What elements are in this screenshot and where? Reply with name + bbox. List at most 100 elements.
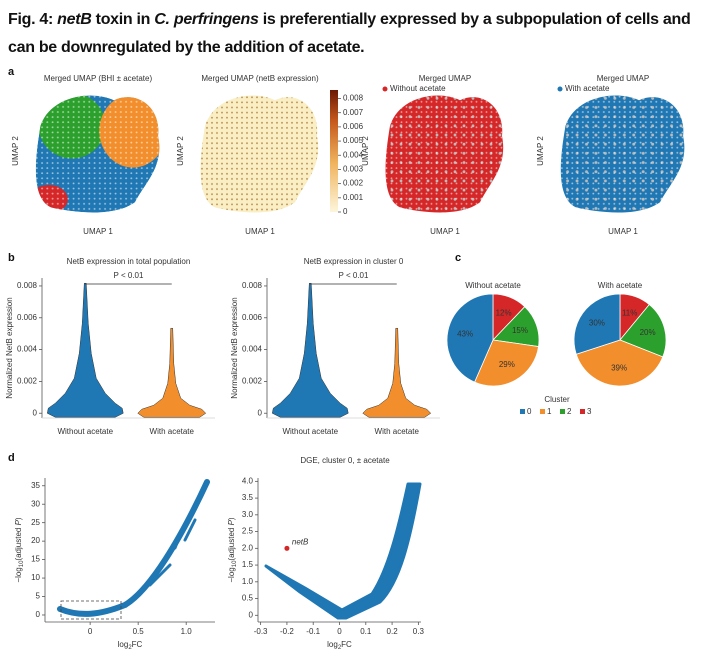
y-tick-label: 0.008 [242, 281, 263, 290]
y-axis-label: Normalized NetB expression [5, 297, 14, 398]
pie-slice [474, 339, 539, 387]
x-tick-label: With acetate [375, 427, 420, 436]
pie-title: With acetate [598, 281, 643, 290]
highlight-label: netB [292, 537, 309, 546]
y-tick-label: 0.006 [17, 313, 38, 322]
panel-letter: a [8, 66, 15, 78]
legend-label: 2 [567, 407, 572, 416]
colorbar [330, 90, 338, 212]
umap-title: Merged UMAP (netB expression) [201, 74, 319, 83]
pie-label: 15% [512, 326, 528, 335]
legend-swatch [540, 409, 545, 414]
plot-title: NetB expression in total population [67, 257, 191, 266]
colorbar-tick-label: 0.001 [343, 193, 364, 202]
y-axis-label: −log10(adjusted P) [227, 517, 237, 583]
umap-title: Merged UMAP [597, 74, 649, 83]
title-text: C. perfringens [154, 11, 259, 28]
x-axis-label: UMAP 1 [608, 227, 638, 236]
x-tick-label: Without acetate [57, 427, 113, 436]
label-part: 2 [338, 645, 342, 651]
colorbar-tick-label: 0.008 [343, 94, 364, 103]
pie-slice [575, 339, 664, 387]
label-part: ) [14, 517, 23, 520]
colorbar-tick-label: 0 [343, 207, 348, 216]
x-tick-label: -0.1 [306, 627, 320, 636]
panel-letter: c [455, 252, 461, 264]
y-tick-label: 0.002 [242, 377, 263, 386]
y-tick-label: 0.5 [242, 594, 254, 603]
umap-cloud [200, 95, 319, 213]
pie-label: 20% [640, 328, 656, 337]
y-tick-label: 25 [31, 518, 40, 527]
pie-slice [619, 303, 667, 358]
y-tick-label: 30 [31, 499, 40, 508]
label-part: −log [14, 567, 23, 582]
violin [271, 282, 349, 418]
pie-label: 12% [496, 309, 512, 318]
annotation: P < 0.01 [339, 271, 369, 280]
y-tick-label: 15 [31, 555, 40, 564]
title-text: Fig. 4: [8, 11, 58, 28]
y-tick-label: 3.5 [242, 493, 254, 502]
violin [46, 282, 124, 418]
volcano-cloud [148, 518, 197, 587]
label-part: (adjusted [14, 525, 23, 560]
y-axis-label: UMAP 2 [361, 136, 370, 166]
x-tick-label: -0.2 [280, 627, 294, 636]
legend-swatch [560, 409, 565, 414]
y-tick-label: 0 [33, 408, 38, 417]
legend-swatch [520, 409, 525, 414]
x-axis-label: UMAP 1 [245, 227, 275, 236]
panel-title: DGE, cluster 0, ± acetate [300, 456, 390, 465]
label-part: (adjusted [227, 525, 236, 560]
x-axis-label: log2FC [327, 640, 352, 650]
x-tick-label: With acetate [150, 427, 195, 436]
x-tick-label: 0 [88, 627, 93, 636]
colorbar-tick-label: 0.007 [343, 108, 364, 117]
y-tick-label: 1.0 [242, 577, 254, 586]
label-part: log [118, 640, 129, 649]
y-tick-label: 0.006 [242, 313, 263, 322]
pie-label: 30% [589, 318, 605, 327]
y-tick-label: 0.008 [17, 281, 38, 290]
x-axis-label: UMAP 1 [83, 227, 113, 236]
legend-label: 3 [587, 407, 592, 416]
y-tick-label: 0.004 [17, 345, 38, 354]
label-part: P [227, 519, 236, 525]
colorbar-tick-label: 0.002 [343, 179, 364, 188]
y-tick-label: 5 [36, 592, 41, 601]
umap-cloud [560, 95, 685, 213]
y-axis-label: UMAP 2 [176, 136, 185, 166]
colorbar-tick-label: 0.003 [343, 165, 364, 174]
pie-label: 39% [611, 364, 627, 373]
colorbar-tick-label: 0.006 [343, 122, 364, 131]
colorbar-tick-label: 0.004 [343, 150, 364, 159]
colorbar-tick-label: 0.005 [343, 136, 364, 145]
pie-slice [573, 293, 621, 355]
label-part: 10 [19, 560, 25, 567]
pie-slice [446, 293, 494, 383]
y-tick-label: 2.5 [242, 527, 254, 536]
y-tick-label: 20 [31, 536, 40, 545]
label-part: −log [227, 567, 236, 582]
y-tick-label: 0.002 [17, 377, 38, 386]
y-tick-label: 1.5 [242, 560, 254, 569]
legend-label: Without acetate [390, 84, 446, 93]
panel-letter: d [8, 452, 15, 464]
legend-marker [557, 86, 563, 92]
umap-title: Merged UMAP (BHI ± acetate) [44, 74, 153, 83]
legend-swatch [580, 409, 585, 414]
y-axis-label: UMAP 2 [536, 136, 545, 166]
pie-title: Without acetate [465, 281, 521, 290]
umap-cloud [35, 95, 160, 213]
x-tick-label: 0.3 [413, 627, 425, 636]
highlight-point [284, 545, 290, 551]
x-tick-label: 0.5 [133, 627, 145, 636]
y-axis-label: UMAP 2 [11, 136, 20, 166]
zoom-box [60, 600, 122, 620]
annotation: P < 0.01 [114, 271, 144, 280]
figure-title: Fig. 4: netB toxin in C. perfringens is … [8, 6, 696, 62]
y-tick-label: 4.0 [242, 476, 254, 485]
